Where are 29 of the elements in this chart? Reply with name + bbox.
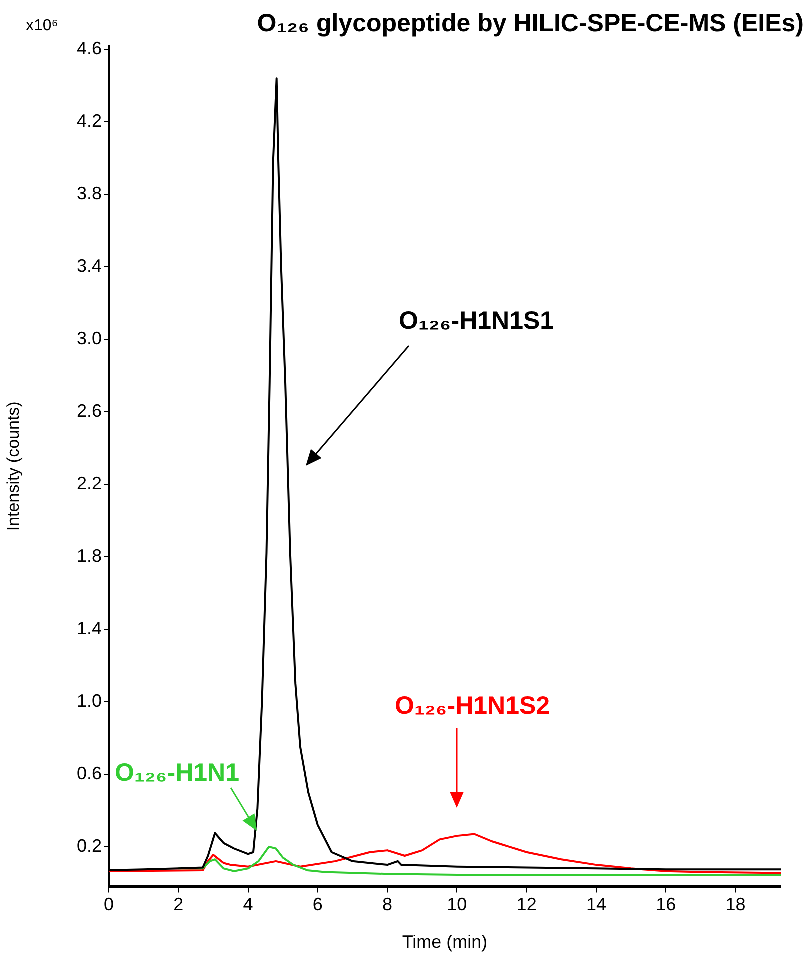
x-tick-label: 6: [312, 894, 323, 915]
chart-title: O₁₂₆ glycopeptide by HILIC-SPE-CE-MS (EIEs): [257, 9, 804, 38]
y-tick-label: 2.6: [76, 401, 102, 422]
x-tick-label: 12: [516, 894, 537, 915]
y-tick-label: 1.4: [76, 618, 102, 638]
y-tick-label: 2.2: [76, 473, 102, 494]
x-tick-label: 0: [104, 894, 114, 915]
text: O₁₂₆-H1N1S1: [399, 307, 554, 335]
text: O₁₂₆-H1N1: [115, 759, 240, 787]
x-tick-label: 2: [174, 894, 184, 915]
y-tick-label: 4.6: [76, 38, 102, 59]
x-tick-label: 16: [656, 894, 676, 915]
x-tick-label: 18: [726, 894, 746, 915]
x-tick-label: 14: [586, 894, 606, 915]
x-tick-label: 4: [243, 894, 254, 915]
x-tick-label: 10: [447, 894, 468, 915]
y-axis-title: Intensity (counts): [4, 402, 23, 532]
x-axis-title: Time (min): [402, 932, 488, 952]
text: x10⁶: [26, 17, 58, 34]
y-tick-label: 0.6: [76, 763, 102, 784]
y-tick-label: 3.4: [76, 256, 102, 276]
y-tick-label: 3.8: [76, 184, 102, 204]
text: O₁₂₆-H1N1S2: [395, 692, 550, 720]
y-tick-label: 3.0: [76, 328, 102, 349]
y-tick-label: 4.2: [76, 111, 102, 132]
y-tick-label: 1.0: [76, 690, 102, 711]
y-tick-label: 1.8: [76, 546, 102, 566]
x-tick-label: 8: [382, 894, 393, 915]
y-tick-label: 0.2: [76, 836, 102, 856]
